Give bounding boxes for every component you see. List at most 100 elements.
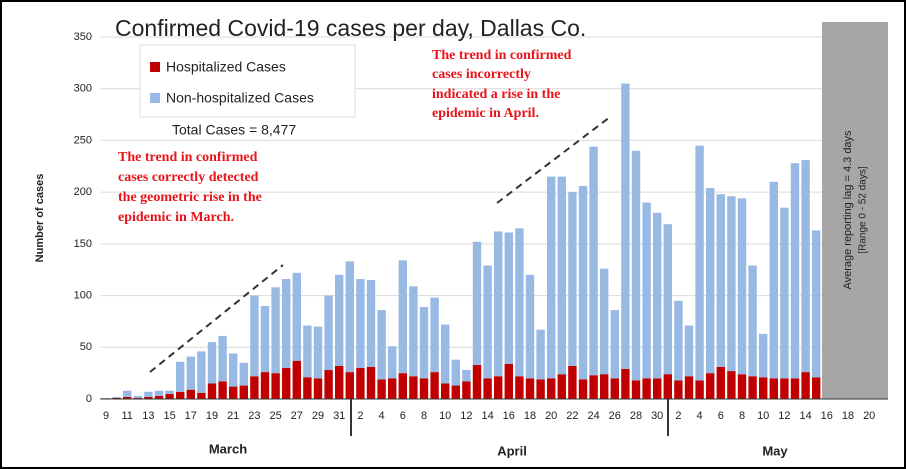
bar-segment <box>695 380 704 399</box>
x-tick-label: 19 <box>206 410 218 422</box>
bar-segment <box>282 367 291 399</box>
bar-segment <box>112 397 121 399</box>
bar-segment <box>197 351 206 393</box>
bar-segment <box>494 376 503 399</box>
bar-segment <box>653 212 662 379</box>
bar-segment <box>600 268 609 375</box>
x-tick-label: 13 <box>142 410 154 422</box>
bar-segment <box>769 378 778 399</box>
bar-segment <box>112 396 121 398</box>
bar-segment <box>197 392 206 399</box>
x-tick-label: 6 <box>718 410 724 422</box>
legend-swatch <box>150 62 160 72</box>
bar-segment <box>409 286 418 377</box>
x-tick-label: 30 <box>651 410 663 422</box>
bar-segment <box>494 231 503 377</box>
bar-segment <box>388 346 397 379</box>
bar-segment <box>377 379 386 399</box>
bar-segment <box>292 360 301 399</box>
x-tick-label: 12 <box>460 410 472 422</box>
bar-segment <box>801 372 810 399</box>
annotation: The trend in confirmed <box>118 150 258 165</box>
bar-segment <box>419 306 429 379</box>
x-tick-label: 17 <box>185 410 197 422</box>
bar-segment <box>260 372 270 399</box>
bar-segment <box>525 378 535 399</box>
bar-segment <box>430 297 439 373</box>
bar-segment <box>504 363 513 399</box>
x-tick-label: 29 <box>312 410 324 422</box>
bar-segment <box>621 83 630 370</box>
bar-segment <box>462 370 471 382</box>
bar-segment <box>589 146 598 376</box>
x-tick-label: 28 <box>630 410 642 422</box>
bar-segment <box>101 397 111 399</box>
trend-line <box>149 264 284 373</box>
bar-segment <box>568 365 577 399</box>
bar-segment <box>398 373 407 399</box>
x-tick-label: 25 <box>269 410 281 422</box>
x-tick-label: 4 <box>697 410 703 422</box>
x-tick-label: 26 <box>609 410 621 422</box>
bar-segment <box>218 381 227 399</box>
shaded-region <box>822 22 888 399</box>
bar-segment <box>165 390 174 394</box>
annotation: cases correctly detected <box>118 170 259 185</box>
bar-segment <box>610 310 619 379</box>
legend-label: Non-hospitalized Cases <box>166 90 314 106</box>
bar-segment <box>716 366 725 399</box>
x-tick-label: 2 <box>675 410 681 422</box>
bar-segment <box>133 397 142 399</box>
bar-segment <box>631 150 641 381</box>
bar-segment <box>737 198 747 375</box>
y-tick-label: 50 <box>80 341 92 353</box>
bar-segment <box>144 396 153 399</box>
bar-segment <box>812 230 821 378</box>
bar-segment <box>451 359 460 386</box>
bar-segment <box>419 378 429 399</box>
bar-segment <box>324 295 333 371</box>
bar-segment <box>377 310 386 380</box>
bar-segment <box>388 378 397 399</box>
bar-segment <box>324 370 333 399</box>
x-tick-label: 11 <box>121 410 132 422</box>
bar-segment <box>525 274 535 379</box>
x-tick-label: 6 <box>400 410 406 422</box>
bar-segment <box>706 373 715 399</box>
bar-segment <box>123 396 132 399</box>
annotation: the geometric rise in the <box>118 190 262 205</box>
annotation: The trend in confirmed <box>432 48 572 63</box>
bar-segment <box>239 362 248 386</box>
bar-segment <box>642 378 651 399</box>
bar-segment <box>229 386 238 399</box>
bar-segment <box>229 353 238 387</box>
shaded-note: Average reporting lag = 4.3 days <box>842 130 854 290</box>
bar-segment <box>409 376 418 399</box>
bar-segment <box>748 376 757 399</box>
x-tick-label: 2 <box>357 410 363 422</box>
bar-segment <box>441 383 450 399</box>
y-tick-label: 200 <box>74 186 92 198</box>
bar-segment <box>366 280 376 367</box>
bar-segment <box>759 333 768 378</box>
bar-segment <box>600 374 609 399</box>
bar-segment <box>610 378 619 399</box>
bar-segment <box>812 377 821 399</box>
y-tick-label: 150 <box>74 238 92 250</box>
bar-segment <box>441 324 450 384</box>
bar-segment <box>748 265 757 377</box>
y-tick-label: 100 <box>74 289 92 301</box>
bar-segment <box>239 385 248 399</box>
bar-segment <box>451 385 460 399</box>
month-label: April <box>497 443 527 458</box>
bar-segment <box>335 274 344 366</box>
bar-segment <box>578 185 588 380</box>
y-tick-label: 350 <box>74 31 92 43</box>
bar-segment <box>684 376 694 399</box>
x-tick-label: 20 <box>545 410 557 422</box>
bar-segment <box>154 390 164 396</box>
total-label: Total Cases = 8,477 <box>172 122 296 138</box>
bar-segment <box>769 181 778 379</box>
chart-title: Confirmed Covid-19 cases per day, Dallas… <box>115 15 586 41</box>
